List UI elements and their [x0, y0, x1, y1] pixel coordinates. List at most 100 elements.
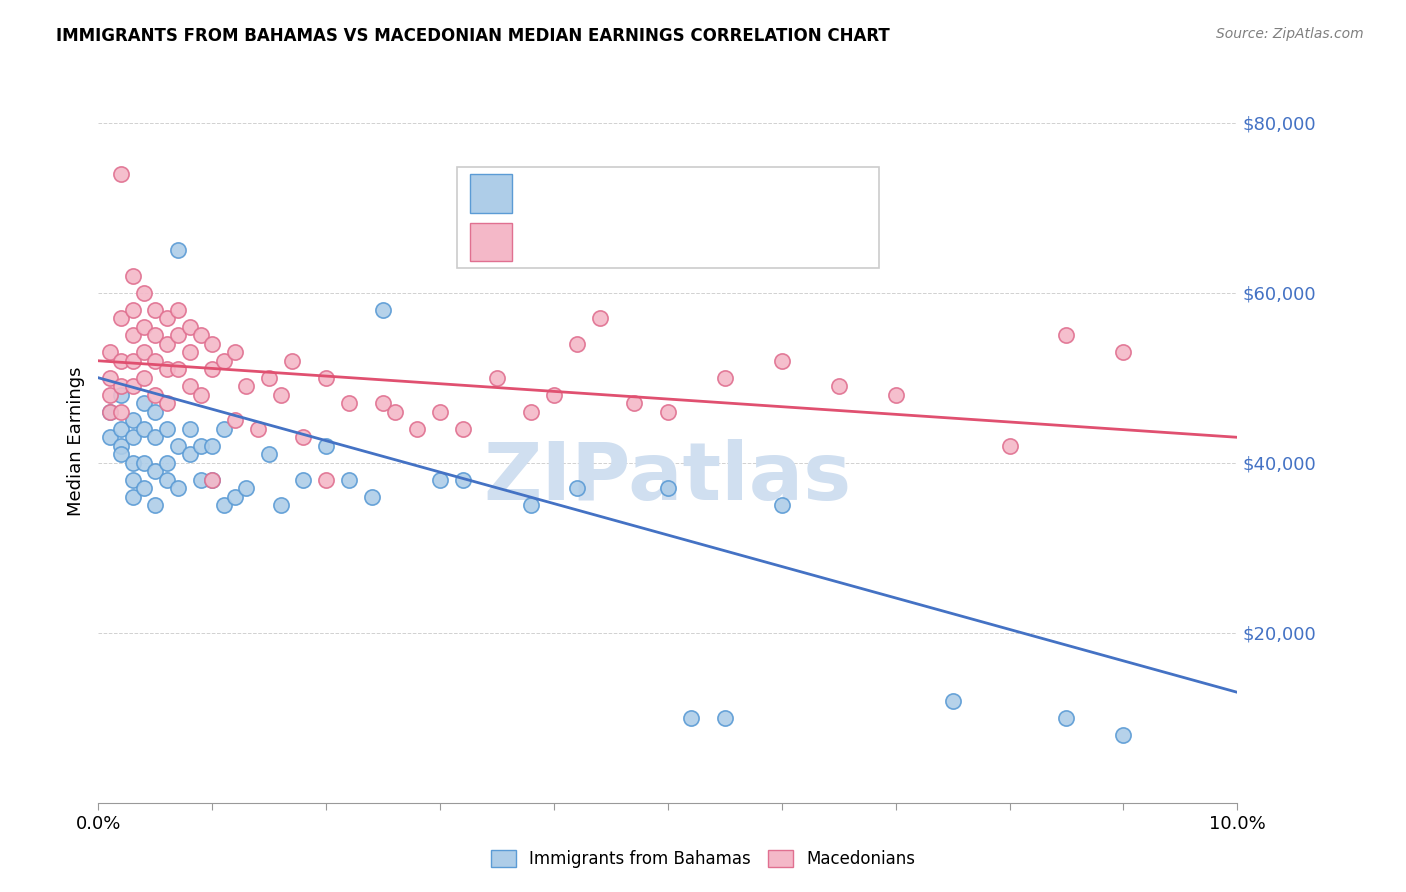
Point — [270, 498, 292, 512]
Point — [121, 430, 143, 444]
Point — [190, 328, 212, 343]
Point — [657, 481, 679, 495]
Point — [121, 490, 143, 504]
Point — [121, 473, 143, 487]
Point — [201, 336, 224, 351]
Point — [179, 447, 201, 461]
Point — [98, 405, 121, 419]
Point — [315, 371, 337, 385]
Point — [657, 405, 679, 419]
Point — [179, 345, 201, 359]
Point — [1056, 711, 1078, 725]
Point — [292, 430, 315, 444]
Point — [543, 388, 565, 402]
Point — [110, 167, 132, 181]
Point — [110, 379, 132, 393]
Point — [145, 405, 167, 419]
Point — [224, 413, 246, 427]
Point — [167, 481, 190, 495]
Point — [110, 388, 132, 402]
Point — [828, 379, 851, 393]
Point — [132, 285, 155, 300]
Point — [235, 481, 257, 495]
Point — [121, 328, 143, 343]
Point — [145, 464, 167, 478]
Point — [190, 439, 212, 453]
Point — [942, 694, 965, 708]
Point — [110, 311, 132, 326]
Point — [246, 422, 269, 436]
Point — [998, 439, 1021, 453]
Point — [235, 379, 257, 393]
Point — [315, 439, 337, 453]
Point — [1056, 328, 1078, 343]
Point — [224, 490, 246, 504]
Point — [132, 319, 155, 334]
Point — [212, 498, 235, 512]
Point — [429, 405, 451, 419]
Point — [121, 456, 143, 470]
Point — [179, 319, 201, 334]
Point — [110, 439, 132, 453]
Point — [179, 379, 201, 393]
Point — [132, 422, 155, 436]
Point — [315, 473, 337, 487]
Point — [121, 379, 143, 393]
Point — [156, 422, 179, 436]
Point — [98, 430, 121, 444]
Point — [429, 473, 451, 487]
Point — [145, 353, 167, 368]
Point — [167, 244, 190, 258]
Point — [520, 405, 543, 419]
Legend: Immigrants from Bahamas, Macedonians: Immigrants from Bahamas, Macedonians — [484, 843, 922, 875]
Point — [132, 371, 155, 385]
Point — [451, 422, 474, 436]
Point — [373, 302, 395, 317]
Point — [190, 388, 212, 402]
Point — [110, 353, 132, 368]
Point — [132, 481, 155, 495]
Point — [132, 345, 155, 359]
Point — [588, 311, 610, 326]
Point — [121, 268, 143, 283]
Point — [167, 328, 190, 343]
Text: IMMIGRANTS FROM BAHAMAS VS MACEDONIAN MEDIAN EARNINGS CORRELATION CHART: IMMIGRANTS FROM BAHAMAS VS MACEDONIAN ME… — [56, 27, 890, 45]
Point — [373, 396, 395, 410]
Point — [98, 388, 121, 402]
Point — [337, 473, 360, 487]
Point — [770, 353, 793, 368]
Point — [486, 371, 509, 385]
Point — [132, 456, 155, 470]
Y-axis label: Median Earnings: Median Earnings — [66, 367, 84, 516]
Point — [110, 405, 132, 419]
Point — [179, 422, 201, 436]
Point — [520, 498, 543, 512]
Point — [884, 388, 907, 402]
Point — [145, 430, 167, 444]
Point — [145, 498, 167, 512]
Point — [406, 422, 429, 436]
Point — [270, 388, 292, 402]
Point — [259, 371, 281, 385]
Point — [156, 336, 179, 351]
Point — [1112, 728, 1135, 742]
Point — [121, 353, 143, 368]
Point — [1112, 345, 1135, 359]
Point — [167, 439, 190, 453]
Point — [281, 353, 304, 368]
Point — [98, 371, 121, 385]
Point — [714, 371, 737, 385]
Point — [451, 473, 474, 487]
Point — [337, 396, 360, 410]
Point — [212, 422, 235, 436]
Point — [201, 473, 224, 487]
Point — [145, 302, 167, 317]
Point — [156, 362, 179, 376]
Point — [110, 422, 132, 436]
Point — [121, 302, 143, 317]
Point — [167, 302, 190, 317]
Point — [292, 473, 315, 487]
Point — [212, 353, 235, 368]
Point — [167, 362, 190, 376]
Point — [201, 439, 224, 453]
